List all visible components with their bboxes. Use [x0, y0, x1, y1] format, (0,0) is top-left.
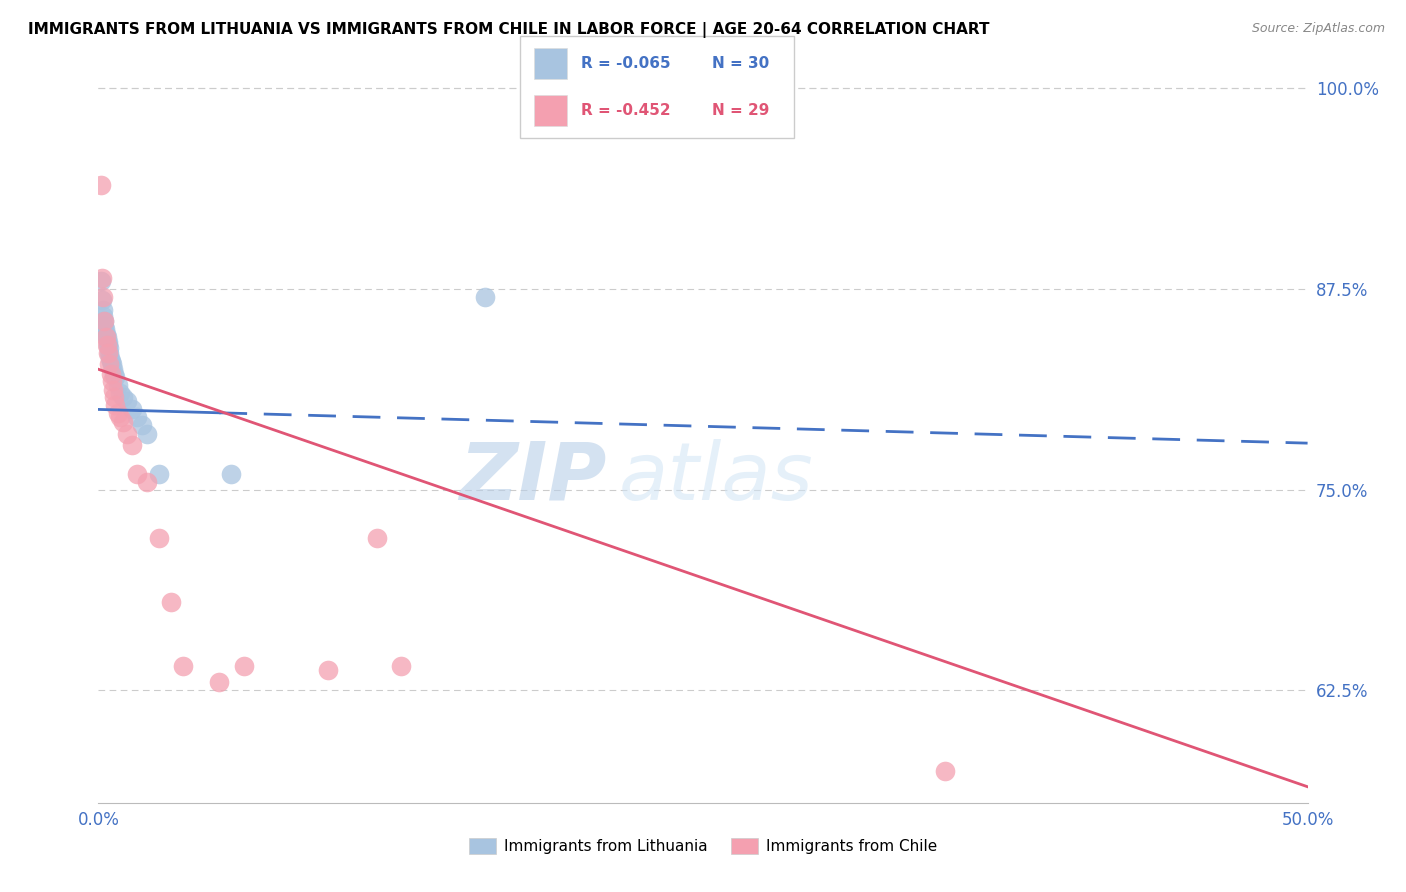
FancyBboxPatch shape — [534, 48, 567, 78]
FancyBboxPatch shape — [534, 95, 567, 126]
Point — [103, 367, 125, 381]
Legend: Immigrants from Lithuania, Immigrants from Chile: Immigrants from Lithuania, Immigrants fr… — [463, 832, 943, 860]
Point — [100, 374, 122, 388]
FancyBboxPatch shape — [520, 36, 794, 138]
Text: IMMIGRANTS FROM LITHUANIA VS IMMIGRANTS FROM CHILE IN LABOR FORCE | AGE 20-64 CO: IMMIGRANTS FROM LITHUANIA VS IMMIGRANTS … — [28, 22, 990, 38]
Point — [97, 338, 120, 352]
Text: N = 30: N = 30 — [711, 56, 769, 70]
Point — [91, 293, 114, 308]
Point — [366, 531, 388, 545]
Point — [91, 290, 114, 304]
Point — [103, 390, 125, 404]
Point — [98, 351, 121, 365]
Point — [127, 410, 149, 425]
Point — [94, 330, 117, 344]
Point — [121, 402, 143, 417]
Point — [111, 390, 134, 404]
Point — [98, 358, 121, 372]
Point — [135, 475, 157, 489]
Text: N = 29: N = 29 — [711, 103, 769, 118]
Point — [474, 290, 496, 304]
Text: R = -0.452: R = -0.452 — [581, 103, 671, 118]
Point — [107, 406, 129, 420]
Point — [93, 314, 115, 328]
Point — [91, 302, 114, 317]
Point — [101, 383, 124, 397]
Point — [93, 314, 115, 328]
Point — [100, 367, 122, 381]
Point — [94, 326, 117, 341]
Point — [97, 342, 120, 356]
Point — [108, 410, 131, 425]
Point — [96, 338, 118, 352]
Point — [934, 764, 956, 778]
Point — [208, 675, 231, 690]
Point — [91, 310, 114, 324]
Point — [148, 531, 170, 545]
Text: atlas: atlas — [619, 439, 813, 516]
Point — [108, 386, 131, 401]
Point — [111, 415, 134, 429]
Point — [127, 467, 149, 481]
Text: R = -0.065: R = -0.065 — [581, 56, 671, 70]
Point — [131, 418, 153, 433]
Point — [90, 274, 112, 288]
Point — [90, 178, 112, 192]
Point — [135, 426, 157, 441]
Text: Source: ZipAtlas.com: Source: ZipAtlas.com — [1251, 22, 1385, 36]
Point — [221, 467, 243, 481]
Point — [98, 346, 121, 360]
Point — [316, 663, 339, 677]
Point — [121, 438, 143, 452]
Point — [93, 318, 115, 333]
Text: ZIP: ZIP — [458, 439, 606, 516]
Point — [97, 346, 120, 360]
Point — [148, 467, 170, 481]
Point — [172, 659, 194, 673]
Point — [107, 378, 129, 392]
Point — [232, 659, 254, 673]
Point — [104, 398, 127, 412]
Point — [104, 370, 127, 384]
Point — [117, 426, 139, 441]
Point — [100, 354, 122, 368]
Point — [91, 270, 114, 285]
Point — [160, 595, 183, 609]
Point — [96, 330, 118, 344]
Point — [389, 659, 412, 673]
Point — [101, 362, 124, 376]
Point — [117, 394, 139, 409]
Point — [97, 334, 120, 349]
Point — [100, 358, 122, 372]
Point — [94, 322, 117, 336]
